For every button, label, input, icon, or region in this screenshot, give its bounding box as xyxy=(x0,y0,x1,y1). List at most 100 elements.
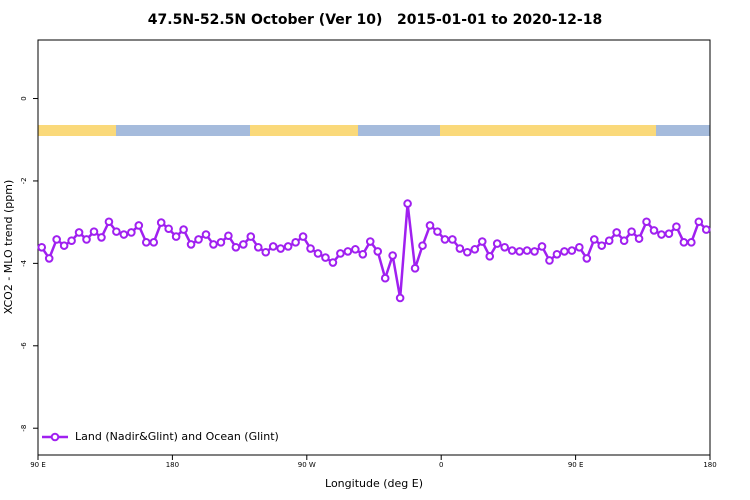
x-tick-label: 90 E xyxy=(568,461,584,469)
legend-marker xyxy=(50,432,60,442)
point xyxy=(657,230,666,239)
point xyxy=(664,229,674,238)
point xyxy=(194,235,203,244)
point xyxy=(209,240,218,249)
point xyxy=(373,247,383,256)
x-tick-label: 0 xyxy=(439,461,443,469)
point xyxy=(582,254,592,263)
point xyxy=(672,222,681,231)
point xyxy=(560,247,569,256)
y-tick-label: -4 xyxy=(20,259,28,267)
point xyxy=(380,273,390,283)
point xyxy=(343,247,353,256)
y-tick-label: -6 xyxy=(20,342,28,350)
point xyxy=(336,249,345,258)
point xyxy=(179,225,188,234)
point xyxy=(298,232,308,241)
point xyxy=(104,217,114,227)
point xyxy=(463,247,472,257)
y-axis-label: XCO2 - MLO trend (ppm) xyxy=(2,180,15,315)
land-band xyxy=(250,125,358,136)
point xyxy=(328,258,338,267)
point xyxy=(388,251,397,260)
point xyxy=(522,246,532,255)
legend-label: Land (Nadir&Glint) and Ocean (Glint) xyxy=(75,430,279,443)
y-tick-label: 0 xyxy=(20,96,28,100)
point xyxy=(321,253,330,262)
point xyxy=(253,242,263,252)
point xyxy=(74,228,84,237)
point xyxy=(448,235,457,244)
point xyxy=(365,237,375,246)
point xyxy=(575,242,584,252)
point xyxy=(634,234,644,243)
point xyxy=(492,239,502,248)
point xyxy=(306,244,315,253)
point xyxy=(261,247,271,257)
point xyxy=(477,237,487,246)
point xyxy=(291,238,300,247)
point xyxy=(694,217,704,227)
point xyxy=(149,238,159,247)
point xyxy=(216,238,226,247)
point xyxy=(171,232,181,241)
point xyxy=(627,227,636,236)
y-tick-label: -2 xyxy=(20,177,28,184)
x-axis-label: Longitude (deg E) xyxy=(325,477,423,490)
point xyxy=(141,238,151,247)
point xyxy=(358,249,368,259)
point xyxy=(127,228,136,237)
point xyxy=(455,244,465,253)
point xyxy=(351,245,360,254)
point xyxy=(649,226,659,235)
point xyxy=(604,236,614,246)
point xyxy=(164,224,173,234)
ocean-band xyxy=(38,125,710,136)
point xyxy=(313,249,323,258)
point xyxy=(231,242,241,252)
land-band xyxy=(38,125,116,136)
point xyxy=(552,249,562,259)
x-tick-label: 90 E xyxy=(30,461,46,469)
point xyxy=(410,264,420,273)
point xyxy=(44,254,54,263)
x-tick-label: 90 W xyxy=(298,461,316,469)
point xyxy=(156,218,166,227)
point xyxy=(425,221,435,230)
point xyxy=(37,242,47,252)
point xyxy=(701,225,711,234)
point xyxy=(82,235,91,244)
point xyxy=(134,221,144,230)
land-band xyxy=(440,125,656,136)
point xyxy=(433,227,442,236)
x-tick-label: 180 xyxy=(166,461,179,469)
point xyxy=(500,242,509,252)
land-ocean-strip xyxy=(38,125,710,136)
point xyxy=(201,230,211,239)
point xyxy=(395,293,405,303)
point xyxy=(470,245,480,254)
point xyxy=(283,242,293,251)
point xyxy=(612,228,621,237)
point xyxy=(687,238,696,247)
point xyxy=(403,199,412,208)
point xyxy=(186,240,196,249)
x-tick-label: 180 xyxy=(703,461,716,469)
point xyxy=(89,227,99,236)
point xyxy=(537,242,547,251)
point xyxy=(112,227,121,236)
point xyxy=(119,230,129,239)
point xyxy=(276,244,285,253)
point xyxy=(59,241,69,250)
point xyxy=(515,247,524,256)
point xyxy=(440,235,450,244)
point xyxy=(530,247,539,256)
point xyxy=(642,217,651,227)
point xyxy=(507,246,517,255)
point xyxy=(589,235,599,244)
point xyxy=(545,256,554,265)
point xyxy=(485,252,495,261)
y-tick-label: -8 xyxy=(20,425,28,432)
point xyxy=(67,236,76,246)
point xyxy=(246,232,256,241)
